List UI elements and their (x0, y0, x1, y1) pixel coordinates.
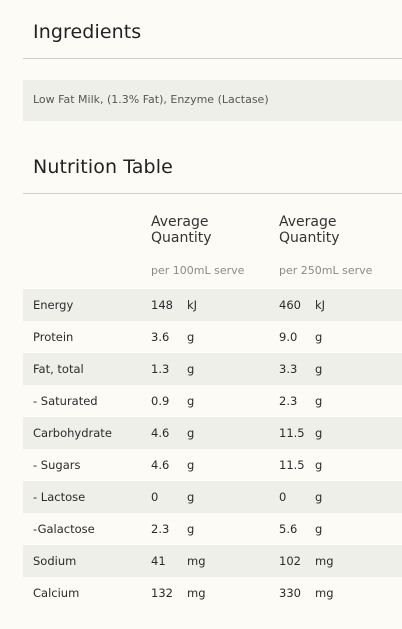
row-value-per-250ml: 9.0 (279, 330, 298, 344)
row-value-per-100ml: 0 (151, 490, 159, 504)
row-unit-per-250ml: g (315, 330, 323, 344)
row-value-per-100ml: 4.6 (151, 458, 170, 472)
row-label: Fat, total (33, 362, 84, 376)
row-unit-per-250ml: g (315, 458, 323, 472)
row-label: Protein (33, 330, 74, 344)
row-label: -Galactose (33, 522, 95, 536)
row-label: Energy (33, 298, 74, 312)
table-row: Calcium 132 mg 330 mg (23, 577, 402, 609)
row-value-per-250ml: 460 (279, 298, 301, 312)
col1-serve-size: per 100mL serve (151, 264, 245, 277)
row-label: - Saturated (33, 394, 98, 408)
row-unit-per-100ml: kJ (187, 298, 198, 312)
ingredients-box: Low Fat Milk, (1.3% Fat), Enzyme (Lactas… (23, 80, 402, 121)
row-unit-per-100ml: g (187, 394, 195, 408)
table-row: - Saturated 0.9 g 2.3 g (23, 385, 402, 417)
col2-heading: Average Quantity (279, 214, 340, 246)
row-value-per-250ml: 0 (279, 490, 287, 504)
table-row: Energy 148 kJ 460 kJ (23, 289, 402, 321)
row-value-per-100ml: 0.9 (151, 394, 170, 408)
nutrition-table-title: Nutrition Table (33, 156, 173, 178)
row-unit-per-100ml: g (187, 426, 195, 440)
table-row: -Galactose 2.3 g 5.6 g (23, 513, 402, 545)
row-value-per-250ml: 2.3 (279, 394, 298, 408)
row-unit-per-100ml: g (187, 490, 195, 504)
row-unit-per-250ml: g (315, 394, 323, 408)
row-value-per-100ml: 132 (151, 586, 173, 600)
row-value-per-250ml: 11.5 (279, 458, 305, 472)
table-row: Carbohydrate 4.6 g 11.5 g (23, 417, 402, 449)
row-label: Carbohydrate (33, 426, 112, 440)
row-unit-per-100ml: mg (187, 554, 206, 568)
row-value-per-250ml: 330 (279, 586, 301, 600)
row-value-per-100ml: 2.3 (151, 522, 170, 536)
row-unit-per-100ml: g (187, 362, 195, 376)
row-unit-per-250ml: mg (315, 554, 334, 568)
nutrition-divider (23, 193, 402, 194)
row-unit-per-100ml: g (187, 458, 195, 472)
table-row: - Lactose 0 g 0 g (23, 481, 402, 513)
table-row: Protein 3.6 g 9.0 g (23, 321, 402, 353)
row-label: Sodium (33, 554, 77, 568)
table-row: Fat, total 1.3 g 3.3 g (23, 353, 402, 385)
row-unit-per-100ml: g (187, 330, 195, 344)
row-value-per-250ml: 11.5 (279, 426, 305, 440)
row-unit-per-250ml: g (315, 522, 323, 536)
row-unit-per-250ml: g (315, 490, 323, 504)
row-unit-per-250ml: kJ (315, 298, 326, 312)
row-value-per-100ml: 3.6 (151, 330, 170, 344)
col1-heading: Average Quantity (151, 214, 212, 246)
row-value-per-250ml: 3.3 (279, 362, 298, 376)
row-unit-per-100ml: g (187, 522, 195, 536)
table-row: Sodium 41 mg 102 mg (23, 545, 402, 577)
ingredients-text: Low Fat Milk, (1.3% Fat), Enzyme (Lactas… (33, 93, 269, 106)
ingredients-divider (23, 58, 402, 59)
row-label: - Sugars (33, 458, 81, 472)
table-row: - Sugars 4.6 g 11.5 g (23, 449, 402, 481)
row-value-per-250ml: 5.6 (279, 522, 298, 536)
row-label: Calcium (33, 586, 80, 600)
row-unit-per-250ml: mg (315, 586, 334, 600)
row-value-per-100ml: 41 (151, 554, 166, 568)
row-value-per-250ml: 102 (279, 554, 301, 568)
row-label: - Lactose (33, 490, 86, 504)
row-unit-per-250ml: g (315, 426, 323, 440)
ingredients-title: Ingredients (33, 21, 142, 43)
row-value-per-100ml: 148 (151, 298, 173, 312)
row-value-per-100ml: 1.3 (151, 362, 170, 376)
row-unit-per-100ml: mg (187, 586, 206, 600)
col2-serve-size: per 250mL serve (279, 264, 373, 277)
row-unit-per-250ml: g (315, 362, 323, 376)
row-value-per-100ml: 4.6 (151, 426, 170, 440)
